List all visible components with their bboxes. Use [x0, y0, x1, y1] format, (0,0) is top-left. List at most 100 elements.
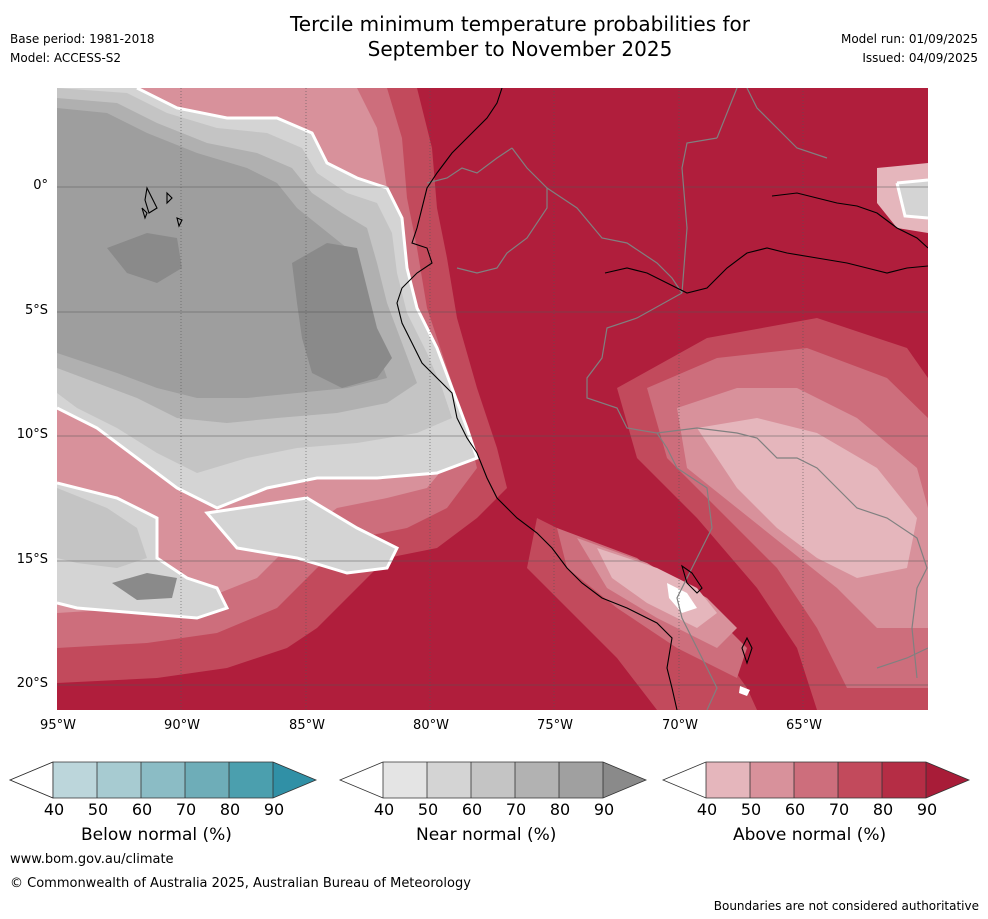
above-90-segment	[882, 762, 926, 798]
below-70-segment	[141, 762, 185, 798]
title-line-1: Tercile minimum temperature probabilitie…	[289, 12, 751, 36]
below-tick-60: 60	[131, 800, 153, 819]
meta-right: Model run: 01/09/2025 Issued: 04/09/2025	[841, 30, 978, 68]
model-run: Model run: 01/09/2025	[840, 32, 978, 46]
border-peru-brazil-bolivia	[586, 292, 713, 559]
above-tick-60: 60	[784, 800, 806, 819]
near-90-area-2	[292, 243, 392, 388]
border-ecuador-peru	[456, 147, 548, 274]
near-70-segment	[471, 762, 515, 798]
copyright-text: © Commonwealth of Australia 2025, Austra…	[10, 876, 471, 891]
below-normal-label: Below normal (%)	[81, 825, 232, 845]
near-90-area-3	[112, 573, 177, 600]
border-colombia-brazil	[681, 137, 718, 294]
below-tick-80: 80	[219, 800, 241, 819]
above-over-segment	[926, 762, 969, 798]
above-50-segment	[706, 762, 750, 798]
graticule	[57, 88, 928, 710]
lon-label-75w: 75°W	[537, 718, 573, 733]
above-tick-40: 40	[696, 800, 718, 819]
border-peru-colombia	[546, 187, 683, 294]
colorbar-above	[661, 761, 971, 799]
white-patch-se	[739, 686, 750, 696]
near-tick-70: 70	[505, 800, 527, 819]
near-colorbar-outline	[338, 761, 648, 799]
near-tick-40: 40	[373, 800, 395, 819]
below-colorbar-outline	[8, 761, 318, 799]
near-normal-label: Near normal (%)	[416, 825, 557, 845]
country-borders	[426, 88, 928, 710]
near-tick-90: 90	[593, 800, 615, 819]
near-40-segment	[340, 762, 383, 798]
meta-left: Base period: 1981-2018 Model: ACCESS-S2	[10, 30, 155, 68]
lat-label-15s: 15°S	[16, 552, 48, 567]
lat-label-0: 0°	[33, 178, 48, 193]
below-60-segment	[97, 762, 141, 798]
lat-label-20s: 20°S	[16, 676, 48, 691]
model-name: Model: ACCESS-S2	[10, 51, 122, 65]
border-venezuela	[746, 88, 828, 159]
near-tick-60: 60	[461, 800, 483, 819]
pacific-coastline	[396, 88, 678, 710]
near-50-area-s	[207, 498, 397, 573]
lat-label-5s: 5°S	[24, 303, 48, 318]
colorbar-near	[338, 761, 648, 799]
border-colombia-ecuador	[426, 147, 513, 184]
border-bolivia-brazil	[656, 427, 928, 679]
above-50-area-east	[697, 418, 917, 578]
border-peru-bolivia-chile	[676, 557, 718, 710]
lake-poopo	[741, 636, 753, 665]
border-paraguay	[876, 647, 928, 669]
near-50-area-ne	[897, 180, 928, 218]
galapagos-islands	[141, 186, 183, 228]
below-90-segment	[229, 762, 273, 798]
near-tick-50: 50	[417, 800, 439, 819]
near-90-segment	[559, 762, 603, 798]
near-over-segment	[603, 762, 646, 798]
coastlines	[141, 88, 928, 710]
lon-label-65w: 65°W	[786, 718, 822, 733]
above-80-segment	[838, 762, 882, 798]
below-80-segment	[185, 762, 229, 798]
map-title: Tercile minimum temperature probabilitie…	[0, 12, 988, 62]
above-tick-90: 90	[916, 800, 938, 819]
below-tick-40: 40	[43, 800, 65, 819]
lon-label-95w: 95°W	[40, 718, 76, 733]
tercile-boundary-ne	[895, 178, 928, 220]
above-tick-50: 50	[740, 800, 762, 819]
lon-label-70w: 70°W	[662, 718, 698, 733]
tercile-boundary-s	[204, 496, 400, 575]
tercile-boundary-sw	[57, 481, 230, 620]
near-60-area-sw	[57, 488, 147, 568]
near-60-segment	[427, 762, 471, 798]
below-over-segment	[273, 762, 316, 798]
probability-map	[57, 88, 928, 710]
border-north	[716, 88, 738, 139]
base-period: Base period: 1981-2018	[10, 32, 155, 46]
near-80-segment	[515, 762, 559, 798]
website-link[interactable]: www.bom.gov.au/climate	[10, 852, 174, 867]
lon-label-90w: 90°W	[164, 718, 200, 733]
below-tick-50: 50	[87, 800, 109, 819]
disclaimer-text: Boundaries are not considered authoritat…	[713, 899, 979, 913]
amazon-river	[604, 247, 928, 294]
near-50-segment	[383, 762, 427, 798]
white-patch-coast	[667, 583, 697, 613]
lake-titicaca	[681, 564, 703, 594]
above-colorbar-outline	[661, 761, 971, 799]
near-tick-80: 80	[549, 800, 571, 819]
above-60-segment	[750, 762, 794, 798]
colorbar-below	[8, 761, 318, 799]
below-tick-90: 90	[263, 800, 285, 819]
below-tick-70: 70	[175, 800, 197, 819]
above-tick-70: 70	[828, 800, 850, 819]
above-40-segment	[663, 762, 706, 798]
lat-label-10s: 10°S	[16, 427, 48, 442]
title-line-2: September to November 2025	[367, 37, 673, 61]
above-tick-80: 80	[872, 800, 894, 819]
near-90-area-1	[107, 233, 182, 283]
above-normal-label: Above normal (%)	[733, 825, 887, 845]
below-50-segment	[53, 762, 97, 798]
negro-river	[771, 192, 928, 249]
lon-label-80w: 80°W	[413, 718, 449, 733]
